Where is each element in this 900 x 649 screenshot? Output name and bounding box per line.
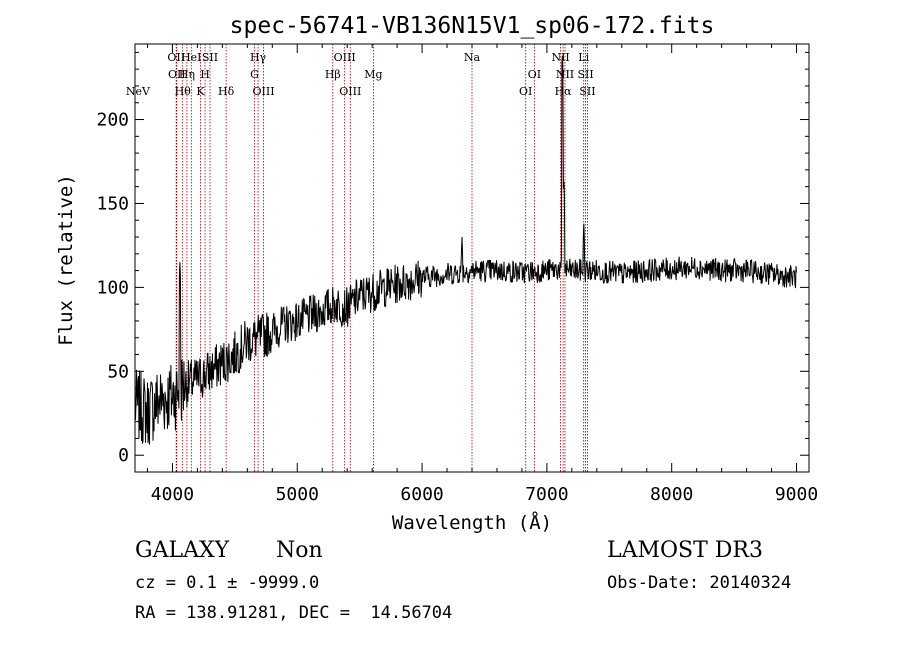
line-label: Hη (179, 68, 195, 81)
obs-date: Obs-Date: 20140324 (607, 573, 792, 593)
line-label: OIII (339, 85, 361, 98)
x-tick-label: 9000 (775, 484, 818, 505)
line-label: OIII (253, 85, 275, 98)
object-subclass: Non (276, 538, 323, 563)
x-axis-label: Wavelength (Å) (392, 511, 552, 534)
x-tick-label: 6000 (400, 484, 443, 505)
spectral-line-markers (175, 44, 588, 472)
axes: 4000 5000 6000 7000 8000 9000 0 50 100 150 200 (96, 44, 818, 505)
x-tick-label: 7000 (525, 484, 568, 505)
x-tick-label: 5000 (276, 484, 319, 505)
line-label: SII (579, 85, 595, 98)
y-tick-label: 0 (118, 445, 129, 466)
line-label: OI (519, 85, 532, 98)
y-axis-label: Flux (relative) (55, 174, 77, 346)
chart-title: spec-56741-VB136N15V1_sp06-172.fits (230, 13, 715, 39)
redshift-cz: cz = 0.1 ± -9999.0 (135, 573, 320, 593)
coordinates: RA = 138.91281, DEC = 14.56704 (135, 603, 453, 623)
line-label: NII (551, 51, 569, 64)
line-label: OII (168, 68, 186, 81)
line-label: K (196, 85, 205, 98)
line-label: OI (528, 68, 541, 81)
line-label: OIII (334, 51, 356, 64)
line-label: HeI (181, 51, 201, 64)
line-label: SII (202, 51, 218, 64)
line-label: Hβ (325, 68, 341, 81)
x-tick-label: 8000 (650, 484, 693, 505)
y-tick-label: 200 (96, 110, 129, 131)
survey-name: LAMOST DR3 (607, 538, 763, 563)
line-label: Mg (364, 68, 382, 81)
spectral-line-labels: NeV OII OII Hθ Hη HeI KH SII Hδ Hγ G OIII Hβ OIII OIII… (126, 51, 596, 98)
line-label: OII (167, 51, 185, 64)
spectrum-line (134, 55, 797, 445)
y-tick-label: 50 (107, 361, 129, 382)
line-label: Li (578, 51, 589, 64)
line-label: Hθ (175, 85, 192, 98)
line-label: G (250, 68, 259, 81)
line-label: Hγ (250, 51, 267, 64)
line-label: NII (556, 68, 574, 81)
x-tick-label: 4000 (151, 484, 194, 505)
y-tick-label: 150 (96, 193, 129, 214)
line-label: H (200, 68, 210, 81)
object-class: GALAXY (135, 538, 230, 563)
line-label: Na (464, 51, 481, 64)
y-tick-label: 100 (96, 277, 129, 298)
spectrum-trace (134, 55, 797, 445)
line-label: SII (577, 68, 593, 81)
line-label: Hδ (218, 85, 235, 98)
line-label: NeV (126, 85, 151, 98)
